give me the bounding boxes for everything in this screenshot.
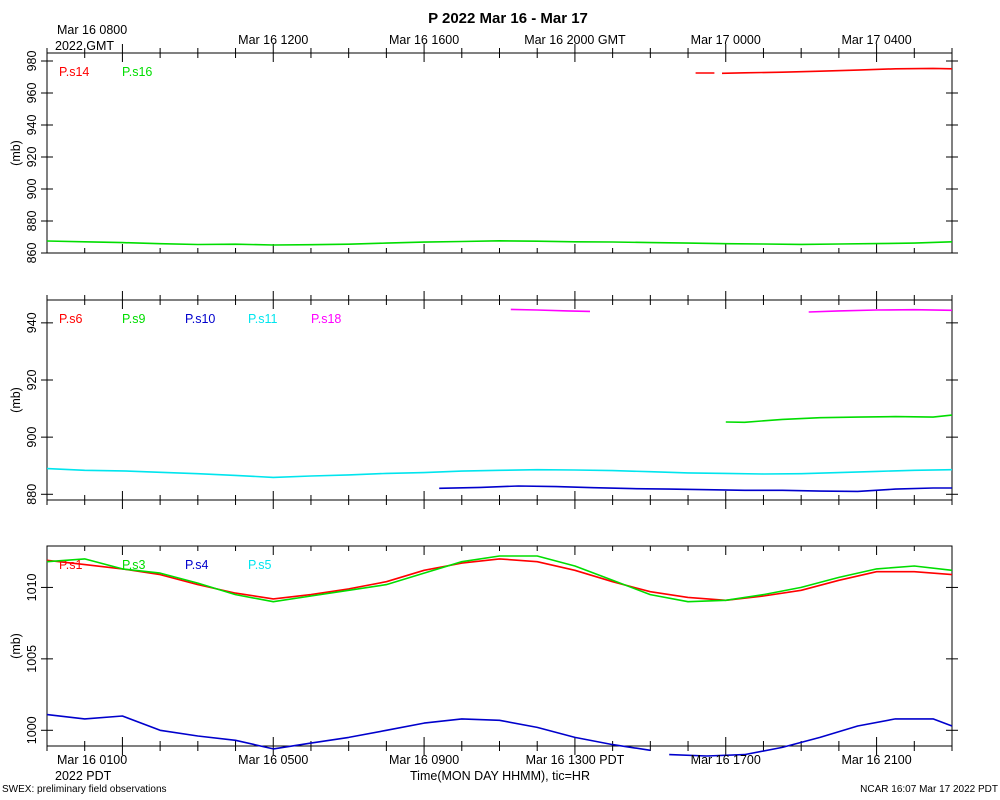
series-line-p-s18 (510, 308, 591, 313)
y-tick-label: 940 (25, 115, 39, 136)
series-line-p-s1 (46, 558, 953, 602)
panel-frame (46, 545, 953, 747)
footer-right-note: NCAR 16:07 Mar 17 2022 PDT (860, 784, 998, 795)
y-tick-label: 1010 (25, 573, 39, 601)
legend-entry: P.s14 (59, 65, 89, 79)
bottom-time-label: Mar 16 0100 (57, 753, 127, 767)
bottom-time-label: Mar 16 0500 (238, 753, 308, 767)
y-axis-label: (mb) (9, 633, 23, 659)
bottom-year-label: 2022 PDT (55, 769, 112, 783)
legend-entry: P.s16 (122, 65, 152, 79)
y-tick-label: 920 (25, 147, 39, 168)
bottom-time-label: Mar 16 1300 PDT (526, 753, 625, 767)
top-time-label: Mar 16 2000 GMT (524, 33, 626, 47)
legend-entry: P.s6 (59, 312, 82, 326)
y-tick-label: 980 (25, 51, 39, 72)
legend-entry: P.s4 (185, 558, 208, 572)
y-axis-label: (mb) (9, 140, 23, 166)
bottom-time-axis-labels: Mar 16 0100 Mar 16 0500 Mar 16 0900 Mar 16 … (57, 753, 912, 767)
y-tick-label: 1005 (25, 645, 39, 673)
chart-panels: 860 880 900 920 940 960 980 (mb) P.s14 P.s16 880 90… (9, 44, 958, 757)
panel-2: 880 900 920 940 (mb) P.s6 P.s9 P.s10 P.s11 P.s18 (9, 291, 958, 509)
y-tick-label: 880 (25, 484, 39, 505)
y-tick-label: 940 (25, 312, 39, 333)
bottom-time-label: Mar 16 2100 (841, 753, 911, 767)
series-line-p-s14 (721, 67, 953, 75)
bottom-time-label: Mar 16 0900 (389, 753, 459, 767)
panel-3: 1000 1005 1010 (mb) P.s1 P.s3 P.s4 P.s5 (9, 545, 958, 757)
legend-entry: P.s10 (185, 312, 215, 326)
panel-1: 860 880 900 920 940 960 980 (mb) P.s14 P.s16 (9, 44, 958, 263)
x-axis-label: Time(MON DAY HHMM), tic=HR (410, 769, 590, 783)
top-time-axis-labels: Mar 16 0800 Mar 16 1200 Mar 16 1600 Mar 16 … (57, 23, 912, 47)
series-line-p-s16 (46, 240, 953, 246)
panel-frame (46, 52, 953, 254)
legend-entry: P.s9 (122, 312, 145, 326)
bottom-time-label: Mar 16 1700 (691, 753, 761, 767)
chart-title: P 2022 Mar 16 - Mar 17 (428, 10, 588, 27)
y-axis-label: (mb) (9, 387, 23, 413)
series-line-p-s11 (46, 467, 953, 479)
top-time-label: Mar 16 1200 (238, 33, 308, 47)
top-time-label: Mar 16 0800 (57, 23, 127, 37)
series-line-p-s4 (669, 718, 953, 757)
legend-entry: P.s3 (122, 558, 145, 572)
legend-entry: P.s11 (248, 312, 277, 326)
series-line-p-s10 (439, 485, 952, 493)
y-tick-label: 900 (25, 427, 39, 448)
top-time-label: Mar 17 0400 (841, 33, 911, 47)
y-tick-label: 860 (25, 243, 39, 264)
series-line-p-s3 (46, 555, 953, 603)
footer-left-note: SWEX: preliminary field observations (2, 784, 167, 795)
series-line-p-s18 (808, 308, 953, 313)
series-line-p-s9 (725, 414, 953, 424)
legend-entry: P.s1 (59, 558, 82, 572)
y-tick-label: 960 (25, 83, 39, 104)
legend-entry: P.s18 (311, 312, 341, 326)
top-time-label: Mar 17 0000 (691, 33, 761, 47)
y-tick-label: 1000 (25, 716, 39, 744)
legend-entry: P.s5 (248, 558, 271, 572)
series-line-p-s4 (46, 713, 651, 752)
y-tick-label: 880 (25, 211, 39, 232)
y-tick-label: 920 (25, 370, 39, 391)
top-year-label: 2022 GMT (55, 39, 114, 53)
top-time-label: Mar 16 1600 (389, 33, 459, 47)
y-tick-label: 900 (25, 179, 39, 200)
